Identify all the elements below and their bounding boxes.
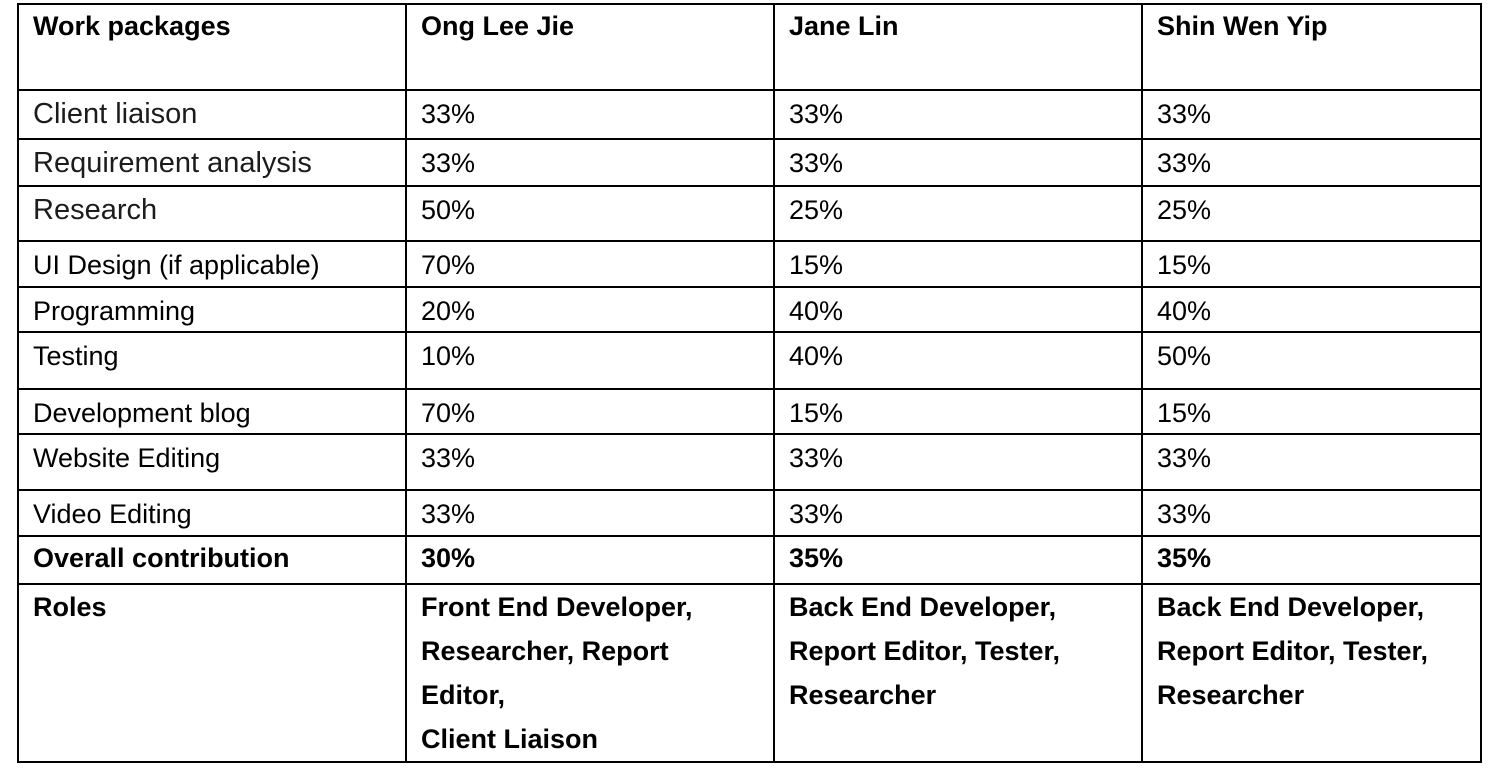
role-line: Researcher [1157,680,1305,710]
value-cell: 25% [1141,185,1482,242]
value-cell: 70% [405,388,775,435]
role-line: Report Editor, Tester, [789,636,1061,666]
task-label: Requirement analysis [17,138,407,187]
role-line: Researcher [789,680,937,710]
value-cell: 40% [773,286,1143,333]
value-cell: 25% [773,185,1143,242]
value-cell: 33% [405,89,775,140]
table-row: Research 50% 25% 25% [17,185,1482,242]
overall-value-cell: 30% [405,535,775,585]
overall-contribution-label: Overall contribution [17,535,407,585]
table-row: Development blog 70% 15% 15% [17,388,1482,435]
header-shin-wen-yip: Shin Wen Yip [1141,3,1482,91]
value-cell: 15% [773,240,1143,288]
role-line: Client Liaison [421,724,599,754]
table-row: Programming 20% 40% 40% [17,286,1482,333]
task-label: Client liaison [17,89,407,140]
role-line: Researcher, Report [421,636,669,666]
roles-label: Roles [17,583,407,763]
role-line: Back End Developer, [789,592,1057,622]
table-row: Video Editing 33% 33% 33% [17,489,1482,537]
overall-value-cell: 35% [1141,535,1482,585]
table-row: Requirement analysis 33% 33% 33% [17,138,1482,187]
value-cell: 40% [1141,286,1482,333]
value-cell: 10% [405,331,775,390]
value-cell: 50% [1141,331,1482,390]
value-cell: 50% [405,185,775,242]
value-cell: 15% [1141,388,1482,435]
task-label: Programming [17,286,407,333]
value-cell: 33% [773,138,1143,187]
value-cell: 33% [773,433,1143,491]
roles-cell-shin-wen-yip: Back End Developer, Report Editor, Teste… [1141,583,1482,763]
value-cell: 40% [773,331,1143,390]
value-cell: 33% [1141,433,1482,491]
value-cell: 15% [1141,240,1482,288]
task-label: Testing [17,331,407,390]
work-packages-table: Work packages Ong Lee Jie Jane Lin Shin … [17,3,1482,763]
value-cell: 20% [405,286,775,333]
task-label: Development blog [17,388,407,435]
table-row: UI Design (if applicable) 70% 15% 15% [17,240,1482,288]
role-line: Report Editor, Tester, [1157,636,1429,666]
table-row: Client liaison 33% 33% 33% [17,89,1482,140]
role-line: Back End Developer, [1157,592,1425,622]
table-row: Website Editing 33% 33% 33% [17,433,1482,491]
header-ong-lee-jie: Ong Lee Jie [405,3,775,91]
role-line: Front End Developer, [421,592,693,622]
value-cell: 33% [1141,489,1482,537]
header-work-packages: Work packages [17,3,407,91]
roles-cell-jane-lin: Back End Developer, Report Editor, Teste… [773,583,1143,763]
roles-cell-ong-lee-jie: Front End Developer, Researcher, Report … [405,583,775,763]
task-label: Video Editing [17,489,407,537]
task-label: Research [17,185,407,242]
table-row: Testing 10% 40% 50% [17,331,1482,390]
value-cell: 33% [405,138,775,187]
value-cell: 33% [405,489,775,537]
task-label: Website Editing [17,433,407,491]
value-cell: 33% [1141,89,1482,140]
roles-row: Roles Front End Developer, Researcher, R… [17,583,1482,763]
value-cell: 33% [1141,138,1482,187]
table-header-row: Work packages Ong Lee Jie Jane Lin Shin … [17,3,1482,91]
role-line: Editor, [421,680,506,710]
overall-value-cell: 35% [773,535,1143,585]
header-jane-lin: Jane Lin [773,3,1143,91]
task-label: UI Design (if applicable) [17,240,407,288]
value-cell: 33% [773,89,1143,140]
value-cell: 33% [773,489,1143,537]
value-cell: 70% [405,240,775,288]
value-cell: 15% [773,388,1143,435]
overall-contribution-row: Overall contribution 30% 35% 35% [17,535,1482,585]
value-cell: 33% [405,433,775,491]
